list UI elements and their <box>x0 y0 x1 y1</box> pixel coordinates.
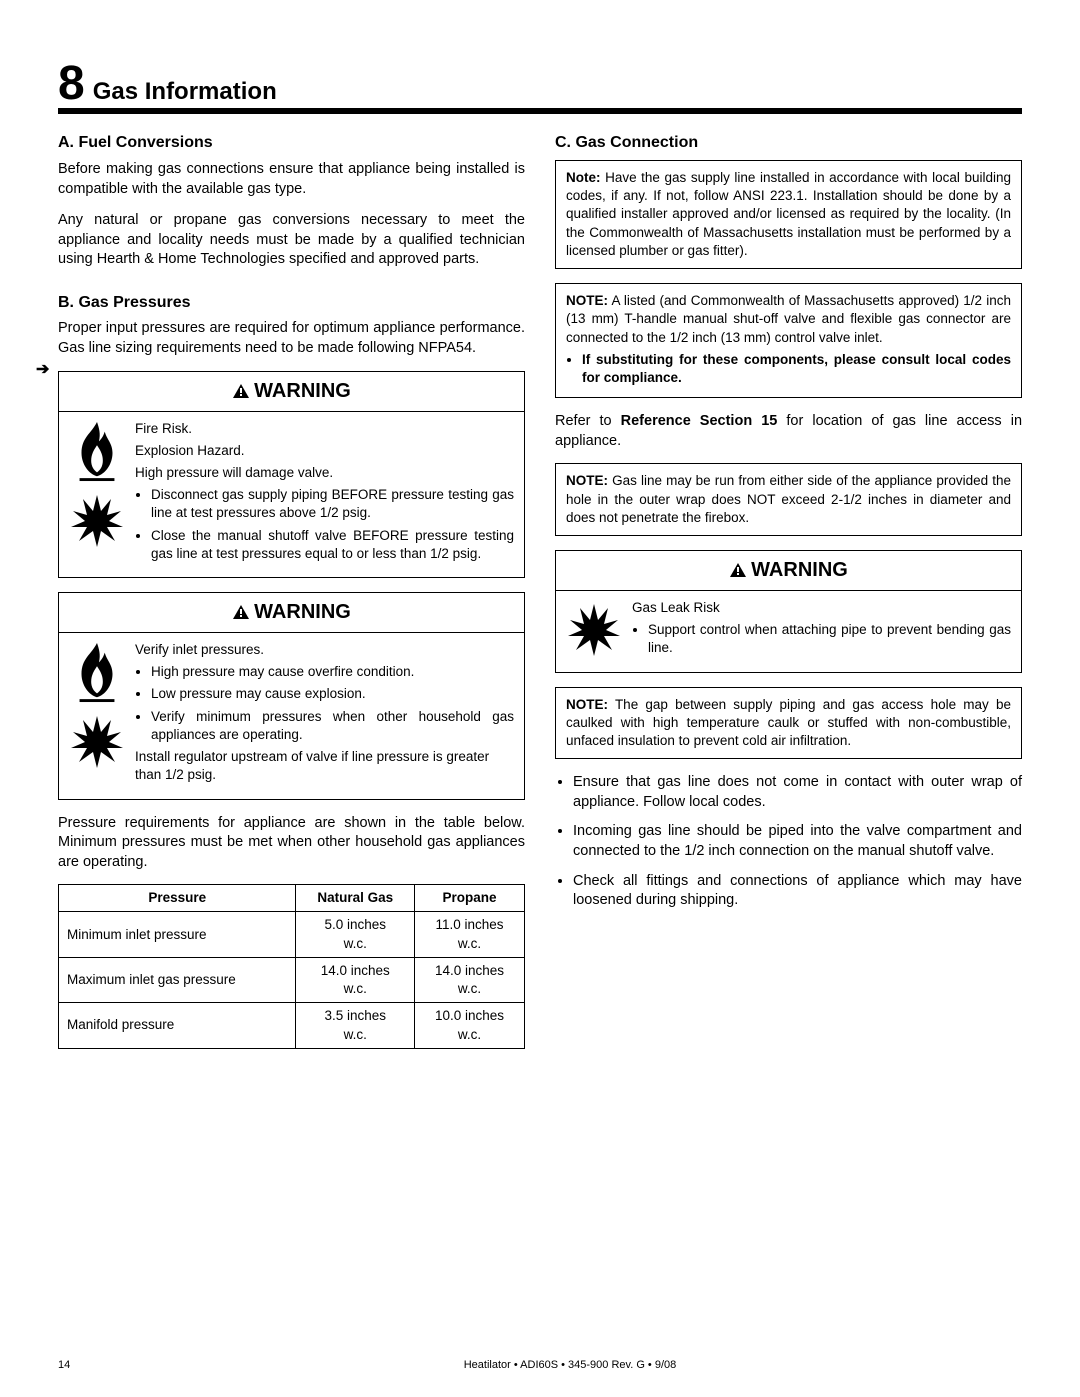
pressure-table: Pressure Natural Gas Propane Minimum inl… <box>58 884 525 1049</box>
cell: 14.0 inchesw.c. <box>415 957 525 1002</box>
note-box-2: NOTE: A listed (and Commonwealth of Mass… <box>555 283 1022 398</box>
warn-line: Fire Risk. <box>135 420 514 438</box>
cell: 11.0 inchesw.c. <box>415 912 525 957</box>
th-pressure: Pressure <box>59 885 296 912</box>
warn-line: Verify inlet pressures. <box>135 641 514 659</box>
note-text: A listed (and Commonwealth of Massachuse… <box>566 293 1011 344</box>
warning-text: Fire Risk. Explosion Hazard. High pressu… <box>135 420 514 568</box>
cell: 5.0 inchesw.c. <box>296 912 415 957</box>
warning-box-1: WARNING Fire Risk. Explosion Hazard. Hig… <box>58 371 525 579</box>
heading-c: C. Gas Connection <box>555 132 1022 154</box>
warn-bullet: Low pressure may cause explosion. <box>151 685 514 703</box>
explosion-icon <box>71 711 123 773</box>
warn-line: Explosion Hazard. <box>135 442 514 460</box>
cell: Manifold pressure <box>59 1003 296 1048</box>
section-title: Gas Information <box>93 76 277 108</box>
para-b1: Proper input pressures are required for … <box>58 319 525 358</box>
explosion-icon <box>568 599 620 661</box>
para-b2: Pressure requirements for appliance are … <box>58 814 525 873</box>
flame-icon <box>71 641 123 703</box>
th-propane: Propane <box>415 885 525 912</box>
note-box-3: NOTE: Gas line may be run from either si… <box>555 463 1022 536</box>
cell: 10.0 inchesw.c. <box>415 1003 525 1048</box>
warning-header: WARNING <box>59 593 524 633</box>
note-label: NOTE: <box>566 473 608 488</box>
table-row: Maximum inlet gas pressure 14.0 inchesw.… <box>59 957 525 1002</box>
warning-header: WARNING <box>556 551 1021 591</box>
warn-bullet: Disconnect gas supply piping BEFORE pres… <box>151 486 514 522</box>
warn-bullet: Verify minimum pressures when other hous… <box>151 708 514 744</box>
explosion-icon <box>71 490 123 552</box>
warn-line: High pressure will damage valve. <box>135 464 514 482</box>
cell: 3.5 inchesw.c. <box>296 1003 415 1048</box>
note-text: Have the gas supply line installed in ac… <box>566 170 1011 258</box>
page-footer: 14 Heatilator • ADI60S • 345-900 Rev. G … <box>58 1358 1022 1373</box>
two-column-layout: A. Fuel Conversions Before making gas co… <box>58 132 1022 1048</box>
th-natural: Natural Gas <box>296 885 415 912</box>
cell: 14.0 inchesw.c. <box>296 957 415 1002</box>
body-bullet-list: Ensure that gas line does not come in co… <box>555 773 1022 910</box>
warning-box-3: WARNING Gas Leak Risk Support control wh… <box>555 550 1022 673</box>
warn-line: Install regulator upstream of valve if l… <box>135 748 514 784</box>
footer-text: Heatilator • ADI60S • 345-900 Rev. G • 9… <box>118 1358 1022 1373</box>
warning-box-2: WARNING Verify inlet pressures. High pre… <box>58 592 525 800</box>
para-a1: Before making gas connections ensure tha… <box>58 160 525 199</box>
note-label: NOTE: <box>566 293 608 308</box>
warn-bullet: High pressure may cause overfire conditi… <box>151 663 514 681</box>
table-row: Manifold pressure 3.5 inchesw.c. 10.0 in… <box>59 1003 525 1048</box>
warn-line: Gas Leak Risk <box>632 599 1011 617</box>
heading-a: A. Fuel Conversions <box>58 132 525 154</box>
warning-triangle-icon <box>232 604 250 620</box>
right-column: C. Gas Connection Note: Have the gas sup… <box>555 132 1022 1048</box>
cell: Minimum inlet pressure <box>59 912 296 957</box>
warn-bullet: Support control when attaching pipe to p… <box>648 621 1011 657</box>
heading-b: B. Gas Pressures <box>58 292 525 314</box>
warning-triangle-icon <box>729 562 747 578</box>
page-number: 14 <box>58 1358 118 1373</box>
left-column: A. Fuel Conversions Before making gas co… <box>58 132 525 1048</box>
note-text: Gas line may be run from either side of … <box>566 473 1011 524</box>
list-item: Incoming gas line should be piped into t… <box>573 822 1022 861</box>
note-box-4: NOTE: The gap between supply piping and … <box>555 687 1022 760</box>
warning-header: WARNING <box>59 372 524 412</box>
cell: Maximum inlet gas pressure <box>59 957 296 1002</box>
arrow-icon: ➔ <box>36 359 49 381</box>
list-item: Ensure that gas line does not come in co… <box>573 773 1022 812</box>
warning-title: WARNING <box>751 559 848 581</box>
note-label: NOTE: <box>566 697 608 712</box>
note-label: Note: <box>566 170 601 185</box>
warn-bullet: Close the manual shutoff valve BEFORE pr… <box>151 527 514 563</box>
warning-text: Gas Leak Risk Support control when attac… <box>632 599 1011 662</box>
para-c1: Refer to Reference Section 15 for locati… <box>555 412 1022 451</box>
note-box-1: Note: Have the gas supply line installed… <box>555 160 1022 269</box>
note-bullet-bold: If substituting for these components, pl… <box>582 352 1011 385</box>
list-item: Check all fittings and connections of ap… <box>573 872 1022 911</box>
note-text: The gap between supply piping and gas ac… <box>566 697 1011 748</box>
warning-triangle-icon <box>232 383 250 399</box>
section-header: 8 Gas Information <box>58 60 1022 114</box>
warning-text: Verify inlet pressures. High pressure ma… <box>135 641 514 789</box>
section-number: 8 <box>58 60 85 108</box>
table-header-row: Pressure Natural Gas Propane <box>59 885 525 912</box>
warning-title: WARNING <box>254 380 351 402</box>
para-a2: Any natural or propane gas conversions n… <box>58 211 525 270</box>
flame-icon <box>71 420 123 482</box>
table-row: Minimum inlet pressure 5.0 inchesw.c. 11… <box>59 912 525 957</box>
warning-title: WARNING <box>254 601 351 623</box>
